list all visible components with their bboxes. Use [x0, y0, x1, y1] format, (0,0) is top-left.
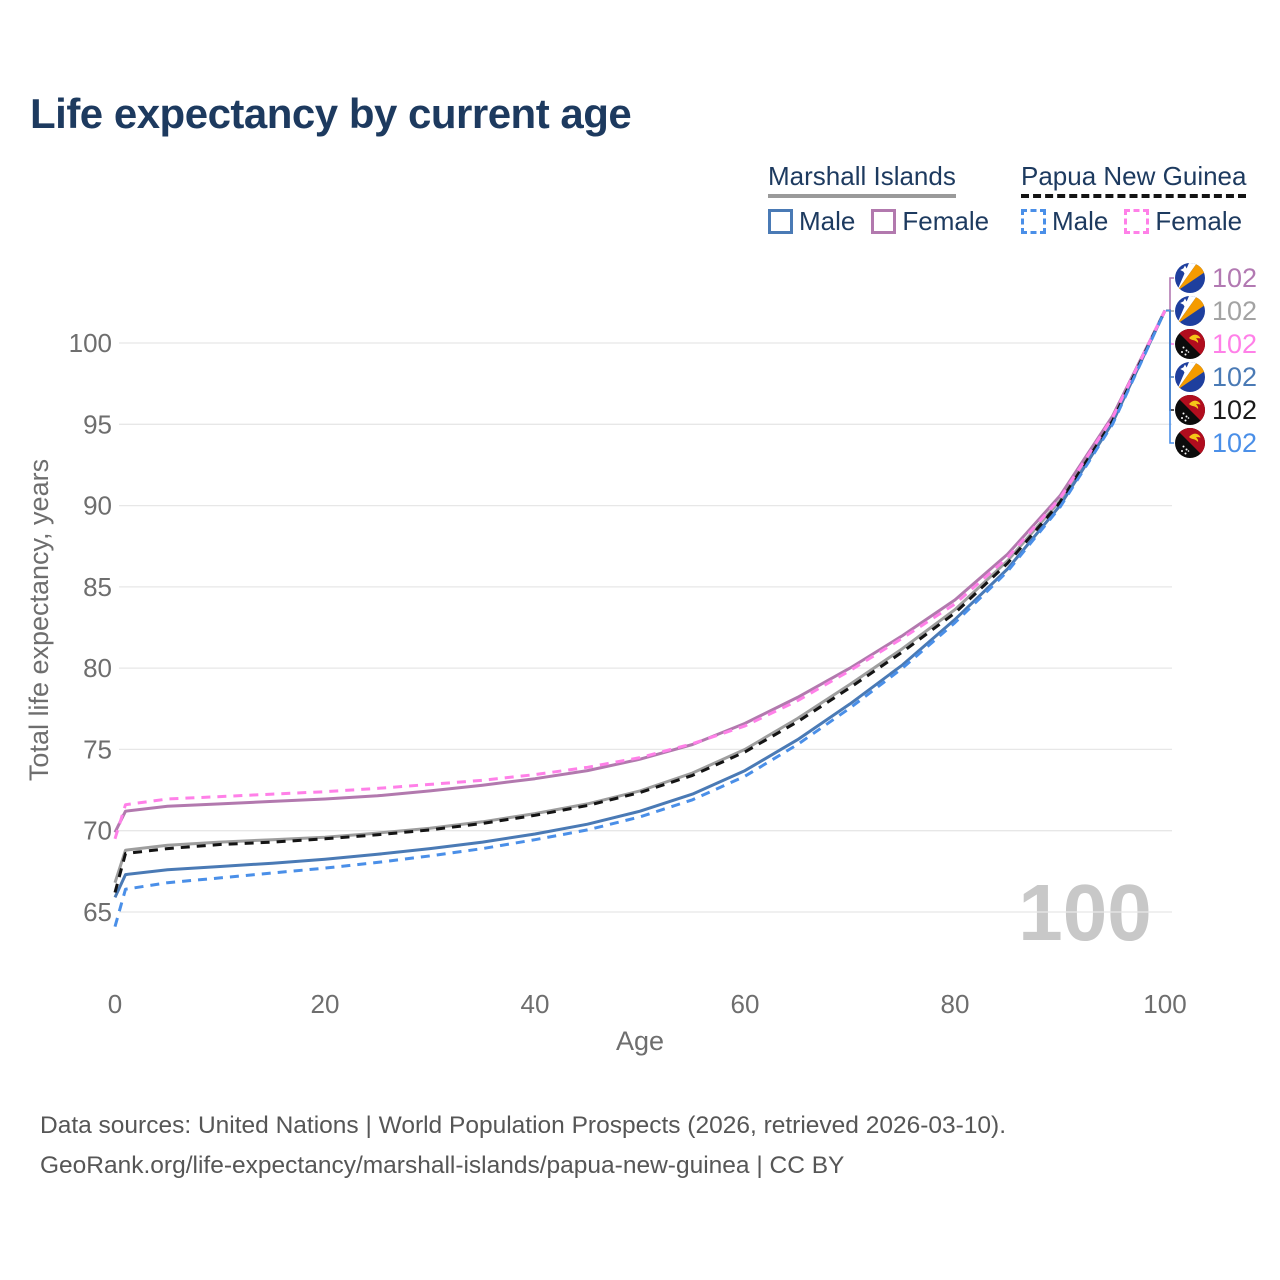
- y-tick-label: 85: [83, 572, 112, 602]
- legend: Marshall Islands Male Female Papua New G…: [0, 162, 1280, 247]
- x-tick-label: 0: [108, 989, 122, 1019]
- papua-new-guinea-flag-icon: [1175, 428, 1205, 458]
- end-label-connector: [1166, 309, 1174, 444]
- legend-group-title: Marshall Islands: [768, 162, 956, 198]
- y-tick-label: 100: [69, 328, 112, 358]
- legend-item-mi-male: Male: [768, 206, 855, 237]
- x-tick-label: 20: [311, 989, 340, 1019]
- legend-item-label: Male: [799, 205, 856, 236]
- y-tick-label: 80: [83, 653, 112, 683]
- series-line-mi-female: [113, 309, 1167, 833]
- y-tick-label: 90: [83, 491, 112, 521]
- x-tick-label: 100: [1143, 989, 1186, 1019]
- x-tick-label: 80: [941, 989, 970, 1019]
- end-label-connector: [1166, 277, 1174, 312]
- x-axis-title: Age: [616, 1026, 664, 1056]
- x-tick-label: 40: [521, 989, 550, 1019]
- legend-item-png-female: Female: [1124, 206, 1242, 237]
- marshall-islands-flag-icon: [1175, 296, 1205, 326]
- legend-group-marshall-islands: Marshall Islands Male Female: [768, 162, 1005, 237]
- png-female-line-swatch-icon: [1124, 208, 1150, 234]
- marshall-islands-flag-icon: [1175, 362, 1205, 392]
- page-title: Life expectancy by current age: [30, 90, 632, 137]
- papua-new-guinea-flag-icon: [1175, 329, 1205, 359]
- end-label-value-mi-male: 102: [1212, 362, 1257, 392]
- y-axis-title: Total life expectancy, years: [24, 459, 54, 781]
- y-tick-label: 95: [83, 409, 112, 439]
- end-label-value-png-male: 102: [1212, 428, 1257, 458]
- legend-group-title: Papua New Guinea: [1021, 162, 1247, 198]
- png-male-line-swatch-icon: [1021, 208, 1046, 234]
- mi-male-line-swatch-icon: [768, 208, 793, 234]
- legend-group-papua-new-guinea: Papua New Guinea Male Female: [1021, 162, 1258, 237]
- legend-item-label: Male: [1052, 205, 1109, 236]
- legend-item-label: Female: [902, 205, 990, 236]
- footer-url-line: GeoRank.org/life-expectancy/marshall-isl…: [40, 1152, 845, 1179]
- mi-female-line-swatch-icon: [871, 208, 897, 234]
- series-line-png-total: [113, 309, 1167, 893]
- legend-item-mi-female: Female: [871, 206, 989, 237]
- end-label-value-mi-total: 102: [1212, 296, 1257, 326]
- y-tick-label: 75: [83, 734, 112, 764]
- series-line-mi-male: [113, 309, 1167, 899]
- data-source-footer: Data sources: United Nations | World Pop…: [40, 1106, 1006, 1186]
- end-label-value-png-female: 102: [1212, 329, 1257, 359]
- end-label-value-png-total: 102: [1212, 395, 1257, 425]
- marshall-islands-flag-icon: [1175, 263, 1205, 293]
- y-tick-label: 65: [83, 897, 112, 927]
- legend-item-png-male: Male: [1021, 206, 1108, 237]
- footer-sources-line: Data sources: United Nations | World Pop…: [40, 1112, 1007, 1139]
- y-tick-label: 70: [83, 816, 112, 846]
- legend-item-label: Female: [1155, 205, 1243, 236]
- x-tick-label: 60: [731, 989, 760, 1019]
- papua-new-guinea-flag-icon: [1175, 395, 1205, 425]
- end-label-value-mi-female: 102: [1212, 263, 1257, 293]
- series-line-png-male: [113, 309, 1167, 928]
- series-line-mi-total: [113, 309, 1167, 884]
